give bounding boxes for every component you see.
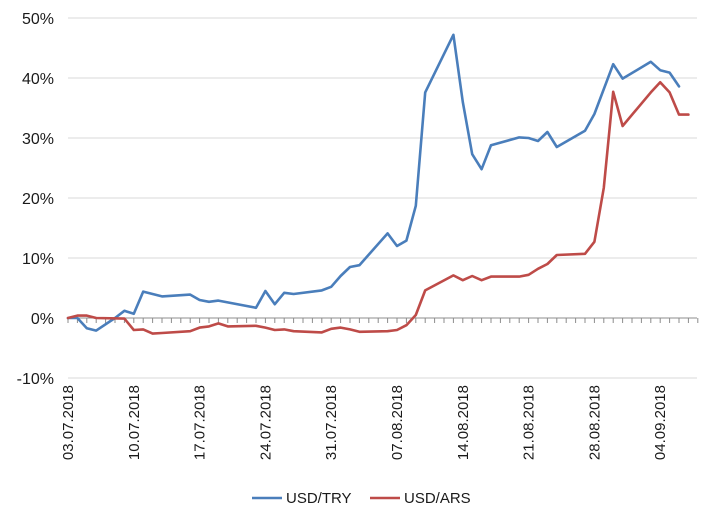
legend-label: USD/ARS — [404, 490, 471, 507]
x-tick-label: 21.08.2018 — [521, 385, 538, 460]
y-tick-label: 50% — [22, 11, 54, 28]
x-tick-label: 28.08.2018 — [586, 385, 603, 460]
series-lines — [66, 33, 690, 335]
x-tick-label: 31.07.2018 — [323, 385, 340, 460]
y-tick-label: 10% — [22, 251, 54, 268]
y-tick-label: 0% — [31, 311, 54, 328]
series-line-usd-try — [66, 33, 681, 332]
y-tick-label: 20% — [22, 191, 54, 208]
y-tick-label: -10% — [17, 371, 54, 388]
x-tick-label: 17.07.2018 — [192, 385, 209, 460]
series-line-usd-ars — [66, 80, 690, 335]
x-tick-label: 10.07.2018 — [126, 385, 143, 460]
x-tick-label: 04.09.2018 — [652, 385, 669, 460]
x-axis-tick-labels: 03.07.2018 10.07.2018 17.07.2018 24.07.2018… — [60, 385, 669, 460]
y-axis-tick-labels: -10% 0% 10% 20% 30% 40% 50% — [17, 11, 54, 388]
x-tick-label: 24.07.2018 — [257, 385, 274, 460]
legend: USD/TRY USD/ARS — [252, 490, 471, 507]
legend-label: USD/TRY — [286, 490, 352, 507]
x-tick-label: 07.08.2018 — [389, 385, 406, 460]
x-tick-label: 03.07.2018 — [60, 385, 77, 460]
gridlines — [68, 17, 697, 379]
y-tick-label: 30% — [22, 131, 54, 148]
x-tick-label: 14.08.2018 — [455, 385, 472, 460]
y-tick-label: 40% — [22, 71, 54, 88]
x-axis — [67, 317, 699, 323]
